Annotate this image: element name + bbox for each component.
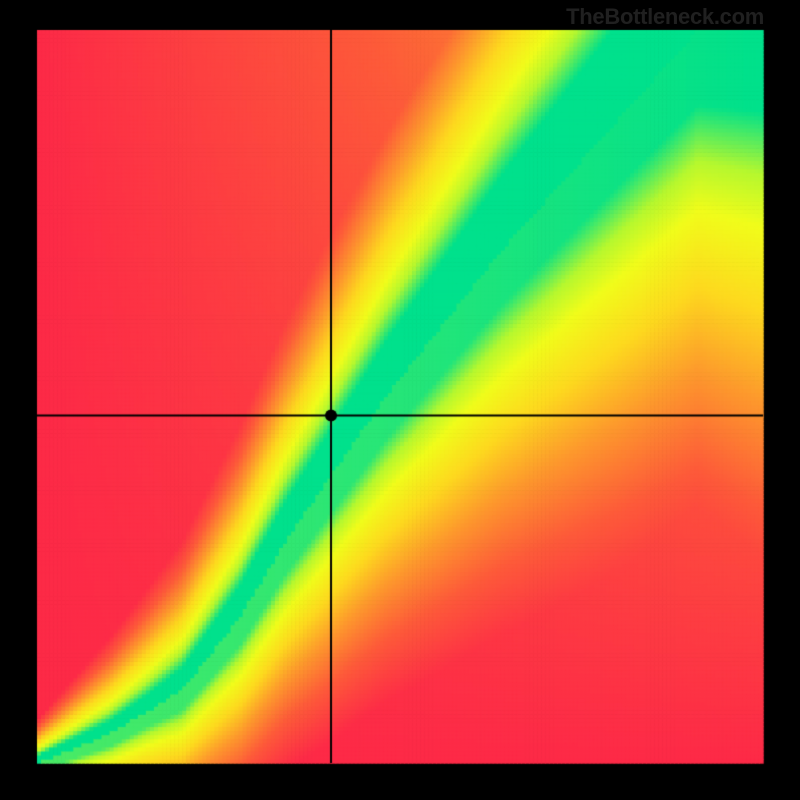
heatmap-canvas bbox=[0, 0, 800, 800]
watermark-text: TheBottleneck.com bbox=[566, 4, 764, 30]
